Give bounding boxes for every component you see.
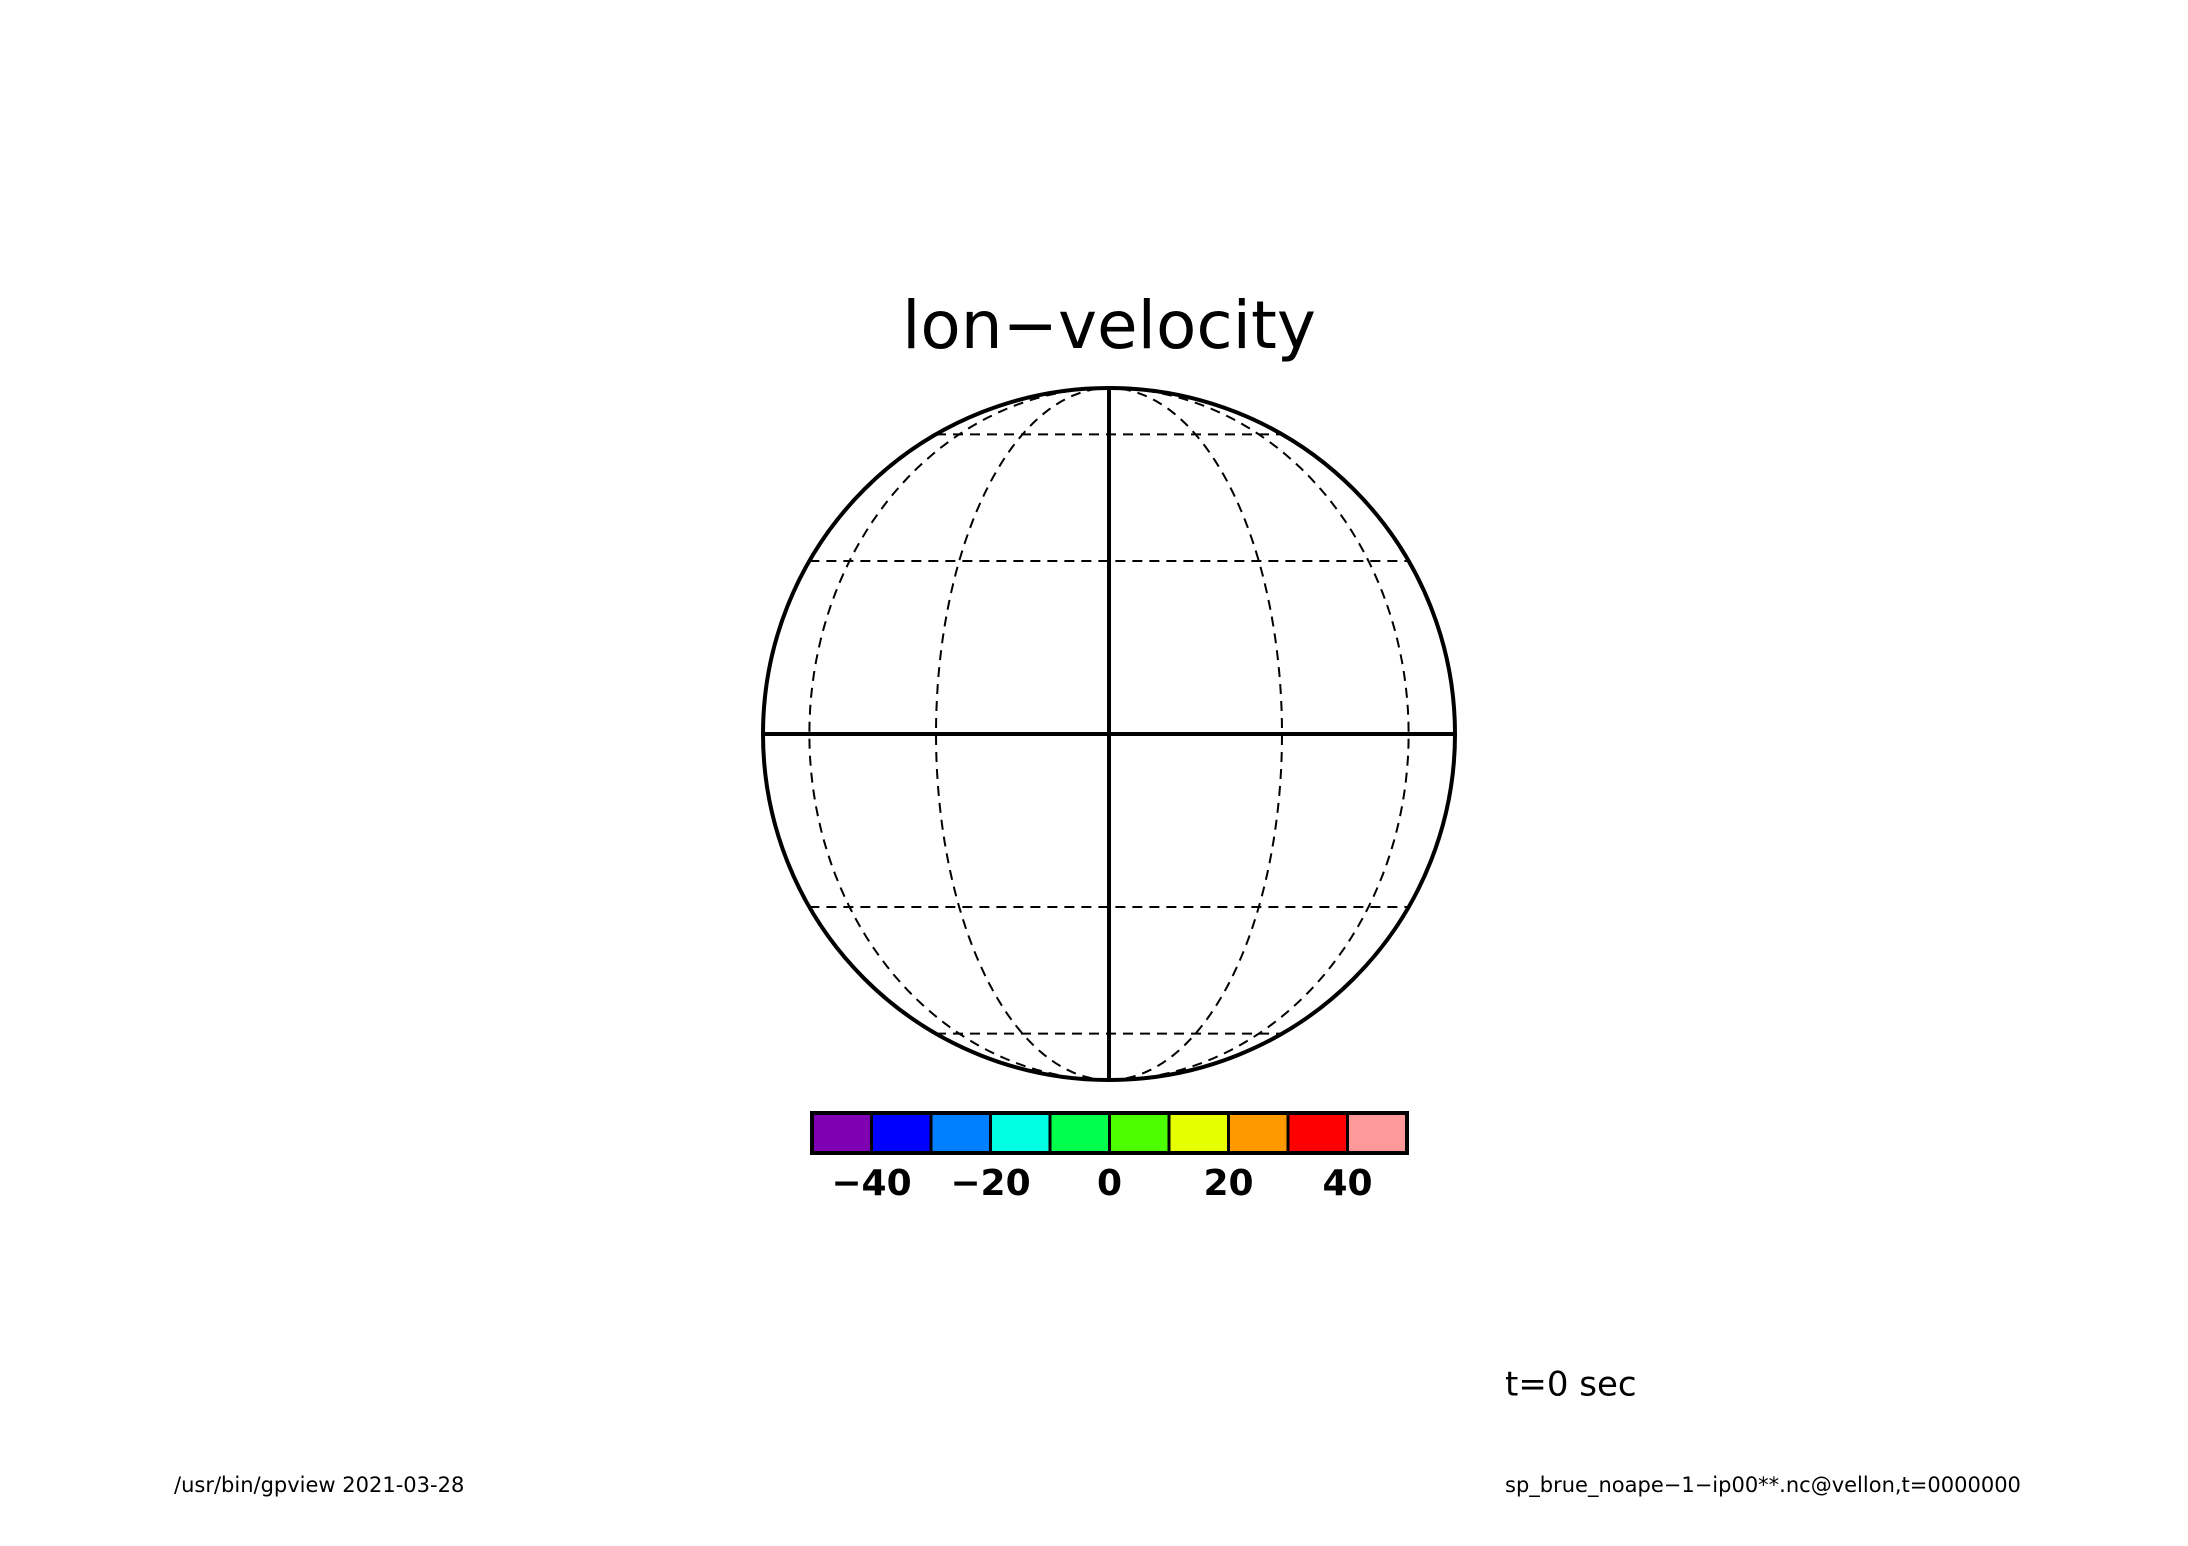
meridian xyxy=(1108,387,1410,1081)
colorbar-segment xyxy=(1227,1111,1290,1155)
chart-title: lon−velocity xyxy=(902,287,1316,364)
footer-right: sp_brue_noape−1−ip00**.nc@vellon,t=00000… xyxy=(1505,1473,2021,1498)
colorbar-tick-label: −40 xyxy=(831,1163,911,1204)
colorbar-tick-label: −20 xyxy=(950,1163,1030,1204)
colorbar-segment xyxy=(1346,1111,1409,1155)
colorbar-segment xyxy=(870,1111,933,1155)
colorbar-segment xyxy=(1286,1111,1349,1155)
colorbar-tick-label: 40 xyxy=(1322,1163,1372,1204)
time-label: t=0 sec xyxy=(1505,1365,1637,1405)
colorbar-segment xyxy=(810,1111,873,1155)
colorbar-segment xyxy=(1048,1111,1111,1155)
colorbar-tick-label: 0 xyxy=(1097,1163,1122,1204)
colorbar-frame xyxy=(810,1111,1409,1155)
colorbar-segment xyxy=(929,1111,992,1155)
colorbar-segment xyxy=(1167,1111,1230,1155)
footer-left: /usr/bin/gpview 2021-03-28 xyxy=(174,1473,464,1497)
colorbar-segment xyxy=(1108,1111,1171,1155)
colorbar-tick-label: 20 xyxy=(1203,1163,1253,1204)
globe-outline xyxy=(761,386,1457,1082)
colorbar-segment xyxy=(989,1111,1052,1155)
